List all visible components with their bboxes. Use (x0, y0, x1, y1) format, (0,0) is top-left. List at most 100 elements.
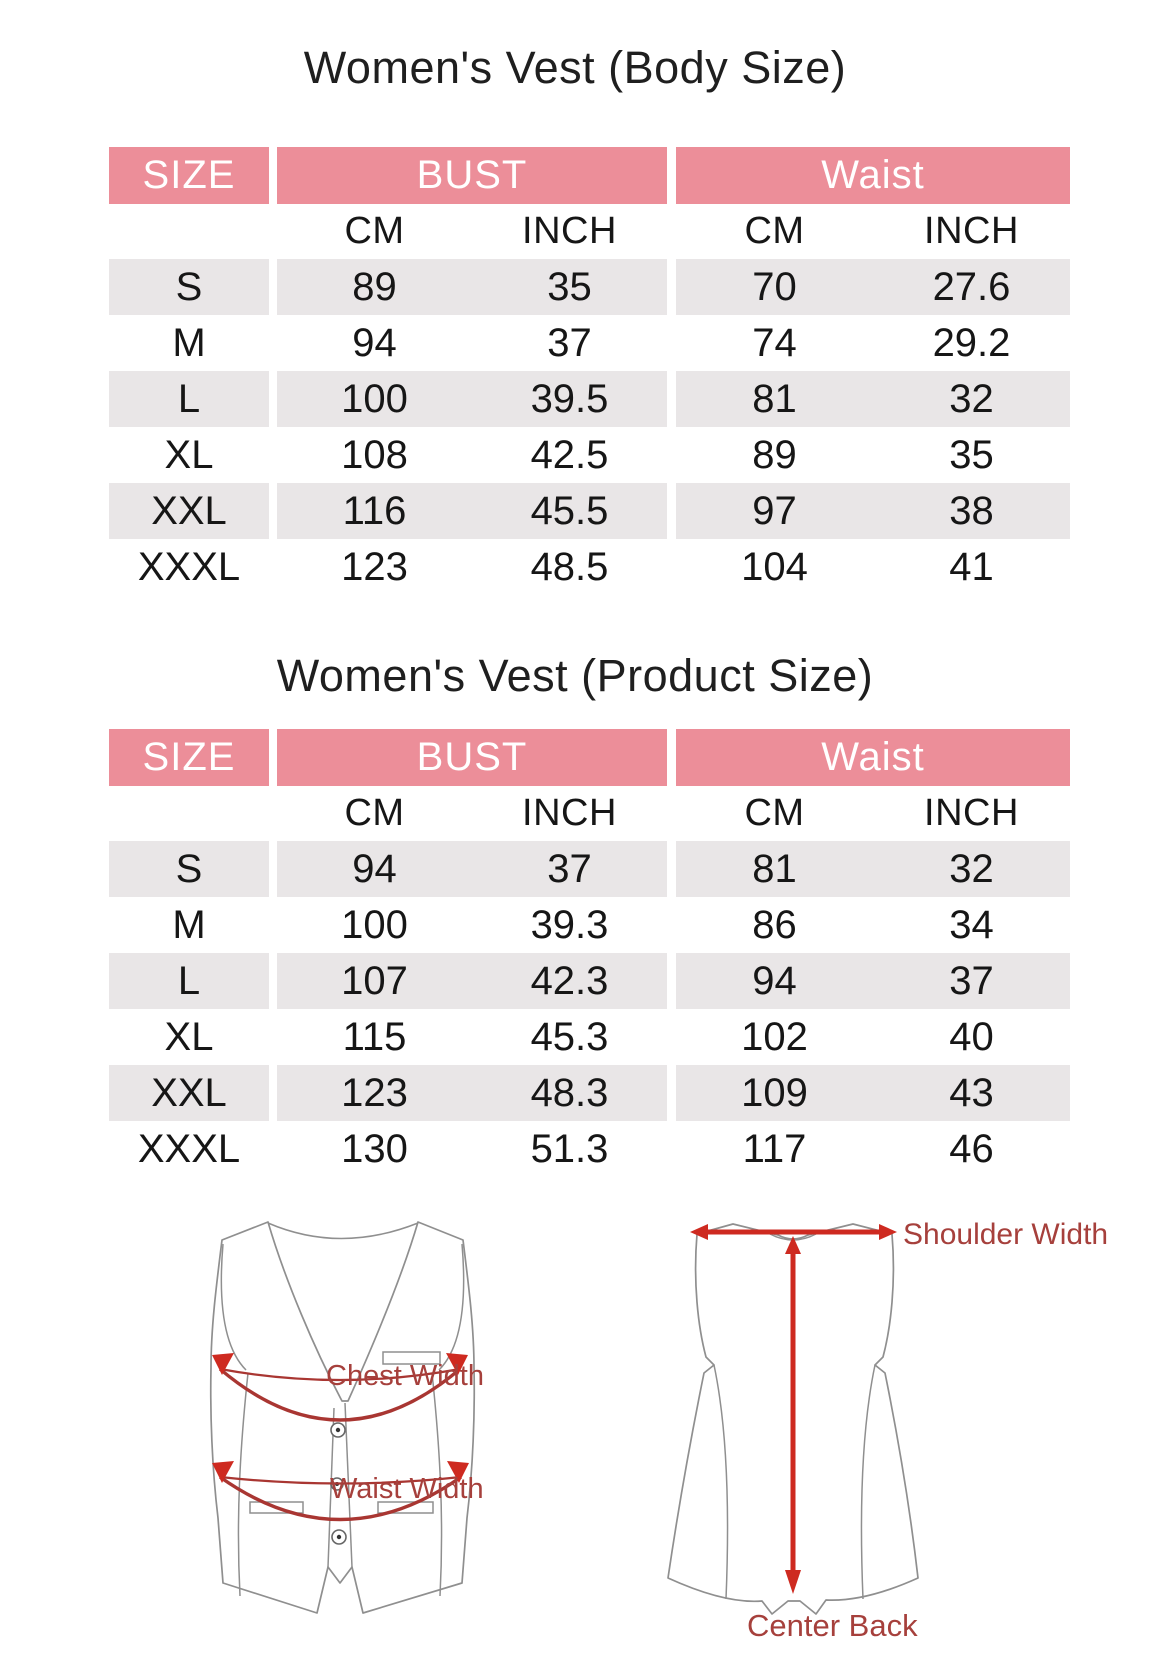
waist-header: Waist (676, 147, 1070, 204)
waist-cm-header: CM (676, 786, 873, 841)
bust-inch-cell: 45.3 (472, 1009, 667, 1065)
bust-cm-cell: 130 (277, 1121, 472, 1177)
bust-inch-cell: 35 (472, 259, 667, 315)
column-gap (667, 427, 676, 483)
bust-cm-cell: 94 (277, 841, 472, 897)
bust-cm-cell: 100 (277, 371, 472, 427)
chest-band-bottom-arc (218, 1367, 462, 1422)
waist-cm-cell: 104 (676, 539, 873, 595)
waist-band-top-arc (219, 1475, 462, 1485)
column-gap (269, 147, 277, 204)
column-gap (269, 786, 277, 841)
column-gap (667, 897, 676, 953)
table-body: S 94 37 81 32 M 100 39.3 86 34 L 107 42.3 94 37 XL 115 45… (109, 841, 1070, 1177)
chest-pocket (382, 1351, 441, 1365)
size-cell: XL (109, 427, 269, 483)
chest-arrow-left (212, 1353, 234, 1375)
column-gap (269, 204, 277, 259)
column-gap (269, 897, 277, 953)
table-row: S 94 37 81 32 (109, 841, 1070, 897)
table-row: S 89 35 70 27.6 (109, 259, 1070, 315)
bust-header: BUST (277, 729, 667, 786)
shoulder-width-label: Shoulder Width (903, 1218, 1109, 1251)
shoulder-arrow-right-head (879, 1224, 897, 1240)
table-row: M 94 37 74 29.2 (109, 315, 1070, 371)
waist-arrow-right (447, 1461, 469, 1483)
right-armhole (438, 1243, 465, 1371)
table-body: S 89 35 70 27.6 M 94 37 74 29.2 L 100 39.5 81 32 XL 108 4… (109, 259, 1070, 595)
bust-inch-cell: 48.3 (472, 1065, 667, 1121)
table-row: L 107 42.3 94 37 (109, 953, 1070, 1009)
bust-inch-cell: 42.3 (472, 953, 667, 1009)
table-row: XL 108 42.5 89 35 (109, 427, 1070, 483)
waist-inch-cell: 43 (873, 1065, 1070, 1121)
waist-cm-cell: 102 (676, 1009, 873, 1065)
waist-inch-cell: 34 (873, 897, 1070, 953)
size-cell: L (109, 371, 269, 427)
waist-band-bottom-arc (219, 1475, 462, 1522)
bust-inch-cell: 51.3 (472, 1121, 667, 1177)
table-row: XL 115 45.3 102 40 (109, 1009, 1070, 1065)
column-gap (667, 1009, 676, 1065)
waist-inch-cell: 40 (873, 1009, 1070, 1065)
column-gap (269, 315, 277, 371)
left-seam (237, 1372, 249, 1597)
waist-inch-cell: 46 (873, 1121, 1070, 1177)
waist-cm-cell: 70 (676, 259, 873, 315)
waist-inch-cell: 32 (873, 841, 1070, 897)
back-left-seam (713, 1364, 729, 1600)
column-gap (667, 147, 676, 204)
column-gap (269, 427, 277, 483)
size-cell: S (109, 841, 269, 897)
column-gap (667, 259, 676, 315)
table-subheader-row: CM INCH CM INCH (109, 204, 1070, 259)
product-size-table: SIZE BUST Waist CM INCH CM INCH S 94 37 81 3… (109, 729, 1070, 1177)
shoulder-arrow-left-head (690, 1224, 708, 1240)
table-row: XXL 123 48.3 109 43 (109, 1065, 1070, 1121)
bust-cm-cell: 107 (277, 953, 472, 1009)
bust-cm-cell: 108 (277, 427, 472, 483)
column-gap (667, 953, 676, 1009)
size-cell: XXXL (109, 1121, 269, 1177)
size-cell: XXXL (109, 539, 269, 595)
bust-inch-cell: 42.5 (472, 427, 667, 483)
bust-cm-cell: 123 (277, 1065, 472, 1121)
waist-cm-cell: 86 (676, 897, 873, 953)
table-row: XXL 116 45.5 97 38 (109, 483, 1070, 539)
waist-inch-cell: 29.2 (873, 315, 1070, 371)
table-row: M 100 39.3 86 34 (109, 897, 1070, 953)
waist-inch-cell: 38 (873, 483, 1070, 539)
size-header: SIZE (109, 147, 269, 204)
bust-inch-cell: 39.3 (472, 897, 667, 953)
waist-inch-cell: 35 (873, 427, 1070, 483)
size-header: SIZE (109, 729, 269, 786)
waist-cm-cell: 74 (676, 315, 873, 371)
column-gap (667, 1065, 676, 1121)
waist-cm-cell: 81 (676, 841, 873, 897)
bust-inch-cell: 48.5 (472, 539, 667, 595)
chest-width-label: Chest Width (326, 1360, 484, 1392)
back-right-seam (860, 1364, 876, 1600)
waist-header: Waist (676, 729, 1070, 786)
back-neckline (267, 1222, 419, 1240)
waist-inch-cell: 41 (873, 539, 1070, 595)
table-row: XXXL 130 51.3 117 46 (109, 1121, 1070, 1177)
product-size-title: Women's Vest (Product Size) (276, 650, 874, 701)
bust-cm-cell: 116 (277, 483, 472, 539)
left-armhole (220, 1243, 247, 1371)
waist-cm-cell: 89 (676, 427, 873, 483)
column-gap (269, 539, 277, 595)
column-gap (269, 1065, 277, 1121)
button-dot (335, 1427, 341, 1433)
chest-band-top-arc (219, 1367, 461, 1382)
vest-front-diagram (209, 1221, 476, 1614)
column-gap (269, 371, 277, 427)
table-subheader-row: CM INCH CM INCH (109, 786, 1070, 841)
bust-inch-cell: 37 (472, 315, 667, 371)
waist-inch-cell: 32 (873, 371, 1070, 427)
table-row: L 100 39.5 81 32 (109, 371, 1070, 427)
chest-arrow-right (446, 1353, 468, 1375)
size-cell: XL (109, 1009, 269, 1065)
bust-cm-cell: 89 (277, 259, 472, 315)
bust-cm-cell: 100 (277, 897, 472, 953)
